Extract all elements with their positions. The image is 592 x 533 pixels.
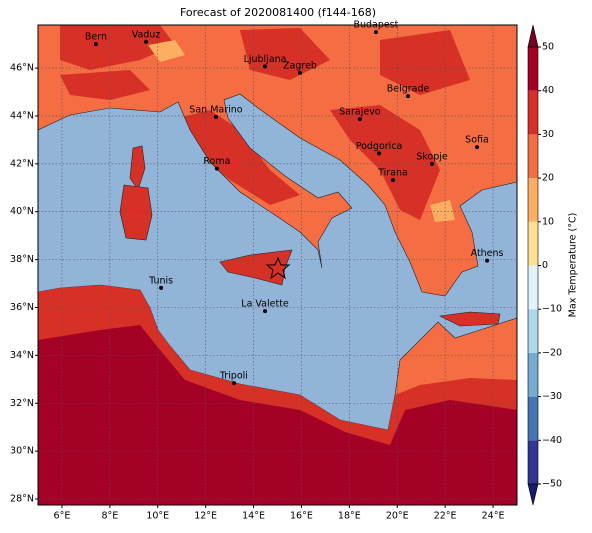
colorbar-segment bbox=[528, 440, 538, 484]
city-dot bbox=[475, 145, 480, 150]
city-label: Skopje bbox=[416, 151, 448, 162]
crete bbox=[438, 311, 501, 327]
city-dot bbox=[263, 309, 268, 314]
x-tick-label: 8°E bbox=[101, 511, 118, 522]
city-dot bbox=[377, 151, 382, 156]
city-label: San Marino bbox=[189, 104, 242, 115]
x-tick-label: 14°E bbox=[242, 511, 265, 522]
city-label: Vaduz bbox=[132, 29, 161, 40]
colorbar-segment bbox=[528, 265, 538, 310]
colorbar-label: Max Temperature (°C) bbox=[568, 213, 579, 318]
y-tick-label: 30°N bbox=[10, 446, 34, 457]
city-label: Sofia bbox=[465, 135, 489, 146]
city-dot bbox=[357, 117, 362, 122]
y-tick-label: 42°N bbox=[10, 158, 34, 169]
x-tick-label: 12°E bbox=[194, 511, 217, 522]
star-marker bbox=[265, 256, 291, 280]
city-dot bbox=[93, 42, 98, 47]
city-label: Podgorica bbox=[356, 141, 403, 152]
colorbar-segment bbox=[528, 396, 538, 441]
colorbar-segment bbox=[528, 134, 538, 179]
x-tick-label: 24°E bbox=[482, 511, 505, 522]
y-tick-label: 28°N bbox=[10, 494, 34, 505]
x-tick-label: 18°E bbox=[338, 511, 361, 522]
map-frame bbox=[37, 24, 518, 506]
city-dot bbox=[231, 381, 236, 386]
city-label: La Valette bbox=[241, 299, 289, 310]
colorbar-segment bbox=[528, 352, 538, 397]
city-label: Athens bbox=[471, 248, 504, 259]
city-label: Tunis bbox=[148, 275, 173, 286]
colorbar-tick-label: −10 bbox=[542, 304, 562, 315]
city-label: Tirana bbox=[377, 168, 408, 179]
colorbar-segment bbox=[528, 47, 538, 91]
colorbar-tick-label: −30 bbox=[542, 391, 562, 402]
colorbar-segment bbox=[528, 178, 538, 222]
city-dot bbox=[159, 285, 164, 290]
city-dot bbox=[429, 161, 434, 166]
city-label: Belgrade bbox=[387, 84, 430, 95]
colorbar-tick-label: 50 bbox=[542, 42, 554, 53]
city-label: Zagreb bbox=[283, 60, 317, 71]
city-dot bbox=[390, 178, 395, 183]
map-layer bbox=[38, 25, 517, 505]
y-tick-label: 32°N bbox=[10, 398, 34, 409]
colorbar-tick-label: 10 bbox=[542, 216, 554, 227]
colorbar-segment bbox=[528, 221, 538, 266]
colorbar-tick-label: −40 bbox=[542, 435, 562, 446]
y-tick-label: 34°N bbox=[10, 350, 34, 361]
city-label: Roma bbox=[203, 156, 230, 167]
colorbar-segment bbox=[528, 90, 538, 135]
colorbar-under bbox=[527, 483, 539, 506]
city-dot bbox=[263, 64, 268, 69]
y-tick-label: 40°N bbox=[10, 206, 34, 217]
city-dot bbox=[144, 39, 149, 44]
y-tick-label: 36°N bbox=[10, 302, 34, 313]
city-dot bbox=[298, 70, 303, 75]
city-label: Tripoli bbox=[219, 371, 248, 382]
city-label: Sarajevo bbox=[339, 107, 381, 118]
colorbar-tick-label: 40 bbox=[542, 85, 554, 96]
colorbar-tick-label: −20 bbox=[542, 347, 562, 358]
colorbar-tick-label: 0 bbox=[542, 260, 548, 271]
x-tick-label: 16°E bbox=[290, 511, 313, 522]
colorbar-tick-label: −50 bbox=[542, 479, 562, 490]
x-tick-label: 10°E bbox=[146, 511, 169, 522]
y-tick-label: 44°N bbox=[10, 110, 34, 121]
y-tick-label: 46°N bbox=[10, 63, 34, 74]
city-dot bbox=[406, 94, 411, 99]
city-dot bbox=[213, 114, 218, 119]
city-dot bbox=[485, 258, 490, 263]
city-label: Budapest bbox=[353, 20, 398, 31]
title: Forecast of 2020081400 (f144-168) bbox=[180, 6, 376, 19]
city-label: Ljubljana bbox=[244, 54, 287, 65]
colorbar-tick-label: 30 bbox=[542, 129, 554, 140]
x-tick-label: 22°E bbox=[434, 511, 457, 522]
x-tick-label: 6°E bbox=[54, 511, 71, 522]
city-dot bbox=[214, 166, 219, 171]
colorbar-segment bbox=[528, 309, 538, 353]
corsica bbox=[129, 145, 146, 191]
colorbar-over bbox=[527, 24, 539, 48]
sardinia bbox=[119, 184, 153, 241]
x-tick-label: 20°E bbox=[386, 511, 409, 522]
y-tick-label: 38°N bbox=[10, 254, 34, 265]
colorbar-tick-label: 20 bbox=[542, 173, 554, 184]
city-dot bbox=[373, 30, 378, 35]
city-label: Bern bbox=[85, 32, 107, 43]
